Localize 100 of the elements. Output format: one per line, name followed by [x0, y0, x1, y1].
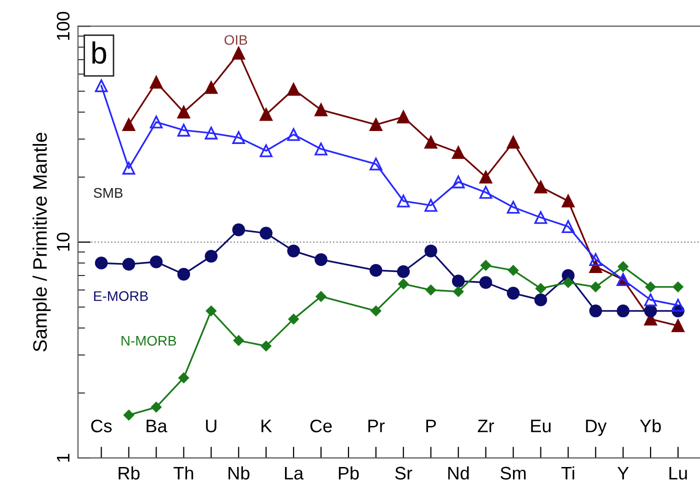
point	[479, 186, 492, 199]
point	[424, 136, 438, 149]
y-axis-title: Sample / Primitive Mantle	[32, 132, 51, 352]
x-tick-label: La	[285, 466, 304, 480]
series-label: SMB	[94, 188, 122, 198]
point	[124, 410, 134, 420]
point	[616, 304, 630, 318]
x-tick-label: Pr	[368, 420, 385, 432]
point	[232, 46, 246, 60]
x-tick-label: Nb	[228, 466, 250, 480]
point	[562, 277, 574, 288]
point	[122, 258, 136, 271]
x-tick-label: U	[206, 420, 216, 432]
point	[397, 110, 410, 124]
point	[287, 244, 300, 258]
point	[233, 335, 244, 346]
x-tick-label: Th	[174, 466, 194, 480]
point	[150, 402, 162, 412]
point	[314, 253, 328, 266]
point	[122, 162, 136, 175]
point	[232, 131, 246, 144]
point	[204, 126, 218, 140]
point	[534, 211, 548, 224]
point	[150, 116, 163, 128]
x-tick-label: Dy	[586, 420, 607, 436]
point	[534, 180, 548, 194]
point	[672, 298, 684, 312]
point	[480, 260, 492, 271]
x-tick-label: Pb	[338, 466, 359, 480]
point	[288, 314, 299, 324]
x-tick-label: K	[262, 420, 272, 432]
point	[370, 118, 382, 132]
point	[177, 124, 190, 137]
point	[178, 372, 189, 384]
y-tick-label: 100	[56, 12, 70, 40]
point	[426, 284, 436, 296]
point	[370, 264, 382, 277]
point	[287, 82, 300, 96]
point	[672, 282, 684, 292]
x-tick-label: Zr	[478, 420, 494, 432]
point	[672, 319, 684, 332]
point	[506, 286, 520, 300]
series-label: N-MORB	[122, 336, 176, 346]
x-tick-label: Cs	[91, 420, 112, 432]
point	[452, 146, 465, 159]
point	[314, 142, 328, 156]
point	[397, 265, 410, 278]
series-label: OIB	[224, 35, 248, 45]
point	[398, 278, 409, 290]
point	[589, 260, 602, 274]
annotation: b	[92, 41, 106, 64]
point	[397, 194, 410, 208]
point	[535, 283, 546, 294]
point	[122, 118, 136, 132]
point	[177, 106, 190, 119]
point	[590, 282, 601, 292]
x-tick-label: Lu	[669, 466, 687, 480]
x-tick-label: Rb	[118, 466, 140, 480]
point	[314, 103, 328, 116]
x-tick-label: Sr	[395, 466, 412, 480]
point	[562, 220, 575, 233]
point	[177, 268, 190, 281]
x-tick-label: Ba	[146, 420, 168, 432]
point	[562, 194, 575, 208]
point	[479, 276, 492, 289]
point	[644, 304, 657, 318]
point	[479, 170, 492, 184]
point	[506, 136, 520, 149]
x-tick-label: Yb	[640, 419, 661, 432]
point	[644, 293, 657, 306]
x-tick-label: Ce	[310, 420, 332, 432]
point	[370, 158, 382, 170]
x-tick-label: Sm	[500, 466, 526, 480]
point	[424, 198, 438, 212]
point	[424, 244, 438, 258]
point	[260, 144, 272, 158]
point	[508, 265, 519, 276]
point	[204, 81, 218, 94]
x-tick-label: Y	[617, 466, 629, 480]
x-tick-label: P	[426, 420, 436, 432]
point	[204, 250, 218, 263]
point	[506, 200, 520, 214]
point	[260, 340, 272, 352]
point	[453, 286, 464, 297]
x-tick-label: Ti	[561, 466, 574, 480]
point	[452, 274, 465, 288]
point	[94, 256, 108, 270]
point	[589, 304, 602, 318]
point	[534, 293, 548, 306]
point	[150, 255, 163, 268]
point	[260, 226, 272, 240]
point	[287, 128, 300, 141]
point	[94, 79, 108, 92]
point	[206, 306, 216, 316]
point	[618, 261, 628, 272]
x-tick-label: Nd	[448, 466, 469, 480]
point	[150, 76, 163, 89]
x-tick-label: Eu	[531, 420, 551, 432]
point	[370, 306, 382, 316]
point	[645, 282, 656, 292]
